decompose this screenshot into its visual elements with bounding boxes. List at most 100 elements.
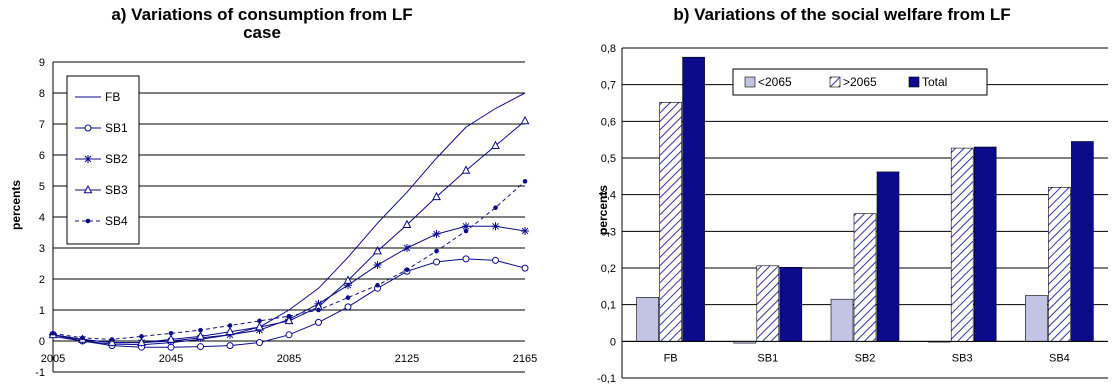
series-sb1-point [521, 264, 529, 272]
series-sb3-point [166, 334, 176, 343]
consumption-line-chart: a) Variations of consumption from LF cas… [9, 5, 537, 379]
chart-a-y-axis-label: percents [9, 180, 23, 230]
legend-gt2065-swatch [829, 76, 841, 88]
series-sb1-point [285, 331, 293, 339]
chart-b-category-label: SB3 [952, 352, 973, 364]
bar-fb-total [682, 56, 705, 342]
series-sb4-point [168, 330, 174, 336]
bar-fb-lt2065 [636, 296, 659, 342]
series-fb [52, 92, 526, 346]
series-sb1-point [344, 303, 352, 311]
chart-a-x-tick-label: 2005 [41, 353, 65, 365]
series-fb-line [52, 92, 526, 346]
bar-sb2-total [876, 171, 900, 342]
chart-b-y-tick-label: 0,6 [601, 116, 616, 128]
chart-a-x-tick-label: 2045 [159, 353, 183, 365]
series-sb2-point [521, 226, 529, 235]
chart-b-y-tick-label: 0,1 [601, 300, 616, 312]
bar-group-sb4 [1025, 141, 1094, 342]
bar-fb-gt2065 [659, 102, 682, 342]
series-sb4-point [522, 179, 528, 184]
chart-a-y-tick-label: -1 [35, 367, 45, 379]
legend-sb3-marker [83, 184, 93, 194]
chart-b-y-tick-labels: -0,1 0 0,1 0,2 0,3 0,4 0,5 0,6 0,7 0,8 [597, 43, 616, 385]
series-sb3-point [107, 337, 117, 346]
series-sb4-point [434, 248, 439, 254]
series-sb4-point [286, 313, 292, 319]
bar-sb2-lt2065 [830, 298, 854, 342]
series-sb3-point [137, 337, 146, 346]
chart-b-title: b) Variations of the social welfare from… [673, 5, 1010, 24]
chart-b-category-label: SB2 [855, 352, 876, 364]
legend-sb1-label: SB1 [105, 121, 128, 135]
series-sb3-point [343, 275, 353, 284]
chart-b-y-tick-label: 0,3 [601, 226, 616, 238]
chart-b-y-tick-label: -0,1 [597, 373, 616, 385]
chart-b-y-axis-label: percents [596, 185, 610, 235]
series-sb4-point [198, 327, 203, 333]
bar-group-fb [636, 56, 705, 342]
legend-total-swatch [908, 76, 920, 88]
series-sb3-point [402, 219, 412, 229]
chart-b-axes [621, 48, 1108, 378]
series-sb1-point [492, 256, 499, 264]
series-sb1-point [433, 258, 440, 266]
legend-sb2-marker [84, 155, 92, 163]
chart-a-series [48, 92, 530, 351]
series-sb2-point [373, 261, 382, 270]
series-sb4-point [227, 323, 233, 328]
series-sb3-point [520, 115, 530, 125]
bar-sb3-gt2065 [950, 147, 974, 342]
series-sb3-point [196, 331, 205, 340]
series-sb3-point [284, 315, 294, 325]
bar-sb1-gt2065 [756, 265, 780, 342]
series-sb2-point [462, 222, 470, 231]
chart-a-x-tick-labels: 2005 2045 2085 2125 2165 [41, 353, 537, 365]
series-sb1-point [462, 255, 470, 263]
series-sb3 [48, 115, 530, 346]
series-sb4-point [109, 337, 115, 342]
series-sb1-point [256, 339, 263, 347]
chart-b-y-tick-label: 0,8 [601, 43, 616, 55]
series-sb2-point [491, 222, 500, 231]
series-sb4-point [50, 330, 56, 336]
legend-total-label: Total [922, 75, 947, 89]
chart-a-y-tick-label: 0 [39, 336, 45, 348]
series-sb4-point [375, 282, 380, 288]
series-sb1-point [197, 343, 204, 351]
chart-b-y-tick-label: 0,5 [601, 153, 616, 165]
bar-group-sb2 [830, 171, 900, 342]
series-sb4-point [463, 228, 469, 234]
series-sb3-point [461, 165, 471, 174]
legend-sb3-label: SB3 [105, 183, 128, 197]
bar-sb4-gt2065 [1048, 187, 1071, 342]
chart-b-y-tick-label: 0 [610, 336, 616, 348]
series-sb4 [50, 179, 528, 342]
chart-a-y-tick-label: 2 [39, 274, 45, 286]
chart-a-y-tick-labels: -1 0 1 2 3 4 5 6 7 8 9 [35, 57, 45, 379]
chart-a-x-tick-label: 2165 [513, 353, 537, 365]
chart-a-y-tick-label: 7 [39, 119, 45, 131]
chart-a-y-tick-label: 8 [39, 88, 45, 100]
series-sb2-point [403, 244, 411, 252]
bar-sb2-gt2065 [853, 213, 877, 342]
legend-lt2065-swatch [744, 76, 756, 88]
series-sb4-point [139, 334, 144, 339]
chart-b-y-tick-label: 0,7 [601, 80, 616, 92]
chart-a-legend-box [66, 75, 140, 245]
chart-b-category-label: SB1 [757, 352, 778, 364]
chart-a-y-tick-label: 3 [39, 243, 45, 255]
chart-a-y-tick-label: 1 [39, 305, 45, 317]
chart-a-y-tick-label: 6 [39, 150, 45, 162]
chart-b-y-tick-label: 0,2 [601, 263, 616, 275]
bar-group-sb3 [927, 146, 997, 343]
chart-a-legend: FB SB1 SB2 SB3 SB4 [66, 75, 140, 245]
legend-sb1-marker [84, 124, 92, 132]
bar-sb3-total [973, 146, 997, 342]
series-sb1-point [167, 343, 175, 351]
legend-sb2-label: SB2 [105, 152, 128, 166]
series-sb3-point [225, 326, 235, 335]
series-sb1 [49, 255, 529, 351]
chart-a-title-line-1: a) Variations of consumption from LF [111, 5, 412, 24]
